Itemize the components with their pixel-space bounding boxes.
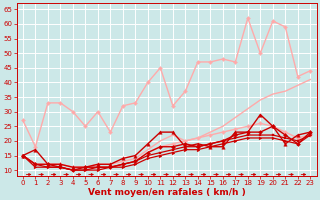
X-axis label: Vent moyen/en rafales ( km/h ): Vent moyen/en rafales ( km/h )	[88, 188, 245, 197]
